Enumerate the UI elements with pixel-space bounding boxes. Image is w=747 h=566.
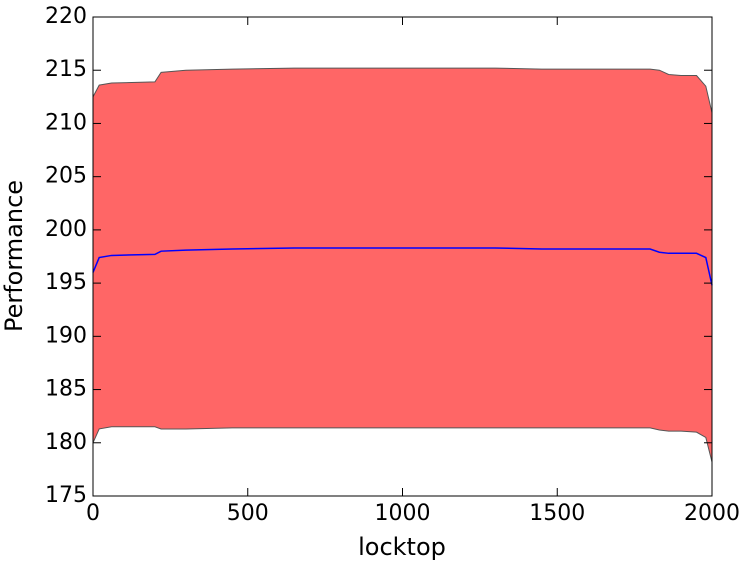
- y-tick-label: 185: [45, 377, 87, 402]
- x-tick-label: 2000: [684, 501, 740, 526]
- series-line: [92, 247, 713, 286]
- band-area: [93, 68, 712, 462]
- y-axis-label: Performance: [0, 180, 28, 332]
- y-tick-label: 220: [45, 4, 87, 29]
- x-tick-label: 1000: [375, 501, 431, 526]
- y-tick-label: 200: [45, 217, 87, 242]
- y-tick-label: 175: [45, 483, 87, 508]
- y-tick-label: 205: [45, 164, 87, 189]
- y-tick-label: 195: [45, 270, 87, 295]
- y-tick-label: 190: [45, 323, 87, 348]
- x-tick-label: 500: [227, 501, 269, 526]
- y-tick-label: 210: [45, 110, 87, 135]
- band-edge: [92, 426, 713, 463]
- x-tick-label: 1500: [529, 501, 585, 526]
- y-tick-label: 215: [45, 57, 87, 82]
- y-tick-label: 180: [45, 430, 87, 455]
- band-edge: [92, 67, 713, 113]
- x-axis-label: locktop: [358, 533, 446, 561]
- x-tick-label: 0: [86, 501, 100, 526]
